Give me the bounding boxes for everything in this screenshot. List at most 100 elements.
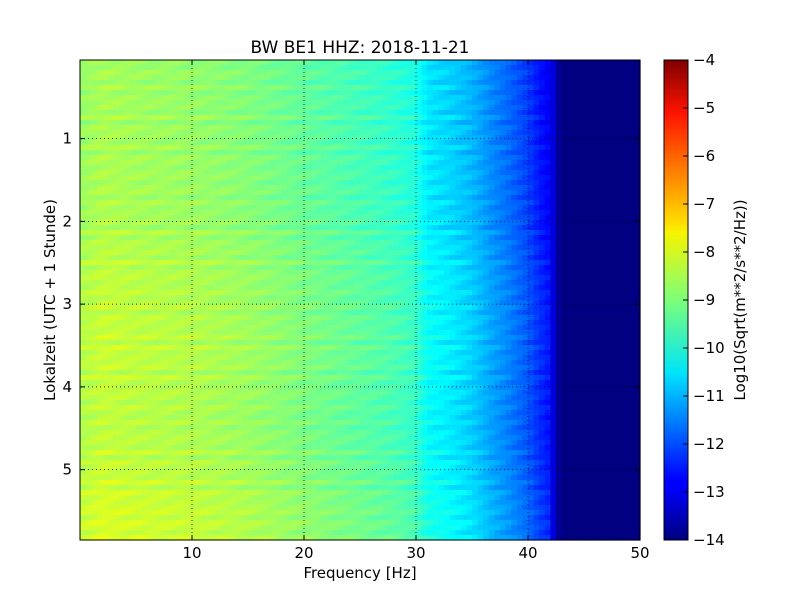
heatmap-cell [600,110,607,116]
heatmap-cell [124,285,131,291]
heatmap-cell [561,190,568,196]
heatmap-cell [164,245,171,251]
heatmap-cell [102,100,109,106]
heatmap-cell [147,200,154,206]
heatmap-cell [511,85,518,91]
heatmap-cell [511,190,518,196]
heatmap-cell [231,290,238,296]
heatmap-cell [623,95,630,101]
heatmap-cell [393,200,400,206]
heatmap-cell [600,190,607,196]
heatmap-cell [584,150,591,156]
heatmap-cell [343,110,350,116]
heatmap-cell [91,295,98,301]
heatmap-cell [544,225,551,231]
heatmap-cell [192,85,199,91]
heatmap-cell [214,85,221,91]
heatmap-cell [326,130,333,136]
heatmap-cell [623,120,630,126]
heatmap-cell [444,225,451,231]
heatmap-cell [242,100,249,106]
heatmap-cell [248,140,255,146]
heatmap-cell [494,140,501,146]
heatmap-cell [488,290,495,296]
heatmap-cell [276,220,283,226]
heatmap-cell [516,65,523,71]
heatmap-cell [567,275,574,281]
heatmap-cell [152,75,159,81]
heatmap-cell [332,210,339,216]
heatmap-cell [533,75,540,81]
heatmap-cell [85,265,92,271]
heatmap-cell [505,180,512,186]
heatmap-cell [197,225,204,231]
heatmap-cell [612,115,619,121]
heatmap-cell [628,285,635,291]
heatmap-cell [208,120,215,126]
heatmap-cell [147,210,154,216]
heatmap-cell [466,245,473,251]
heatmap-cell [203,185,210,191]
heatmap-cell [483,60,490,66]
heatmap-cell [225,280,232,286]
heatmap-cell [343,195,350,201]
heatmap-cell [410,105,417,111]
heatmap-cell [102,285,109,291]
heatmap-cell [169,80,176,86]
heatmap-cell [270,210,277,216]
heatmap-cell [197,280,204,286]
heatmap-cell [410,60,417,66]
heatmap-cell [259,70,266,76]
heatmap-cell [416,75,423,81]
heatmap-cell [225,140,232,146]
heatmap-cell [544,215,551,221]
heatmap-cell [382,270,389,276]
heatmap-cell [292,95,299,101]
heatmap-cell [80,90,87,96]
heatmap-cell [276,70,283,76]
heatmap-cell [348,210,355,216]
heatmap-cell [175,130,182,136]
heatmap-cell [242,200,249,206]
heatmap-cell [606,110,613,116]
heatmap-cell [399,190,406,196]
heatmap-cell [505,100,512,106]
heatmap-cell [595,195,602,201]
heatmap-cell [500,305,507,311]
heatmap-cell [365,305,372,311]
heatmap-cell [320,115,327,121]
heatmap-cell [169,210,176,216]
heatmap-cell [124,160,131,166]
heatmap-cell [399,255,406,261]
heatmap-cell [343,235,350,241]
heatmap-cell [466,160,473,166]
heatmap-cell [332,225,339,231]
heatmap-cell [119,255,126,261]
heatmap-cell [455,300,462,306]
heatmap-cell [298,300,305,306]
heatmap-cell [80,205,87,211]
heatmap-cell [623,235,630,241]
heatmap-cell [113,295,120,301]
heatmap-cell [572,250,579,256]
heatmap-cell [572,110,579,116]
heatmap-cell [236,225,243,231]
heatmap-cell [343,260,350,266]
heatmap-cell [298,275,305,281]
heatmap-cell [360,125,367,131]
heatmap-cell [130,175,137,181]
heatmap-cell [124,150,131,156]
heatmap-cell [511,125,518,131]
heatmap-cell [152,95,159,101]
heatmap-cell [236,80,243,86]
heatmap-cell [80,210,87,216]
heatmap-cell [612,260,619,266]
heatmap-cell [376,110,383,116]
heatmap-cell [399,265,406,271]
heatmap-cell [634,195,641,201]
heatmap-cell [455,85,462,91]
heatmap-cell [606,225,613,231]
heatmap-cell [169,215,176,221]
heatmap-cell [80,155,87,161]
heatmap-cell [460,155,467,161]
